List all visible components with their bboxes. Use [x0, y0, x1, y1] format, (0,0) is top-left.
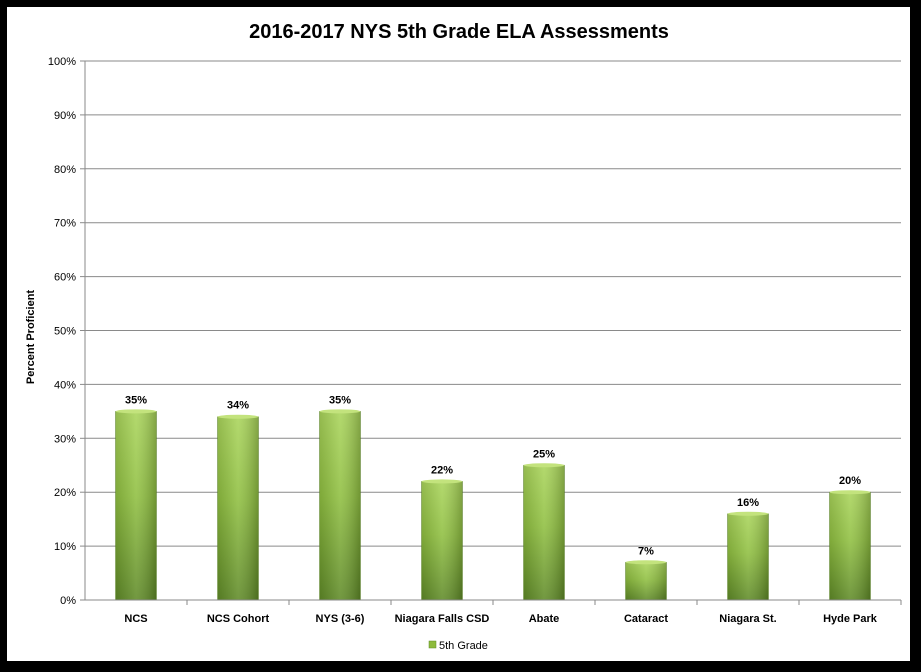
bar-chart: 2016-2017 NYS 5th Grade ELA Assessments …	[25, 21, 902, 652]
data-labels: 35% 34% 35% 22% 25% 7% 16% 20%	[125, 394, 861, 557]
chart-frame: 2016-2017 NYS 5th Grade ELA Assessments …	[7, 7, 910, 661]
bar-shading	[829, 492, 871, 600]
bar-shading	[625, 562, 667, 600]
data-label: 7%	[638, 545, 654, 557]
chart-title: 2016-2017 NYS 5th Grade ELA Assessments	[249, 21, 669, 43]
bar-top	[319, 409, 361, 414]
data-label: 34%	[227, 400, 249, 412]
x-tick-label: NYS (3-6)	[316, 613, 365, 625]
x-tick-label: Niagara Falls CSD	[395, 613, 490, 625]
y-tick-label: 70%	[54, 218, 76, 230]
x-tick-label: Niagara St.	[719, 613, 776, 625]
y-tick-label: 80%	[54, 164, 76, 176]
y-tick-label: 50%	[54, 326, 76, 338]
bars	[115, 409, 871, 601]
data-label: 22%	[431, 464, 453, 476]
x-tick-label: Abate	[529, 613, 560, 625]
legend-swatch	[428, 640, 437, 649]
x-tick-label: Hyde Park	[823, 613, 878, 625]
y-tick-label: 90%	[54, 110, 76, 122]
bar-top	[421, 479, 463, 484]
y-tick-label: 0%	[60, 595, 76, 607]
x-tick-label: NCS Cohort	[207, 613, 270, 625]
y-tick-label: 20%	[54, 487, 76, 499]
data-label: 35%	[125, 394, 147, 406]
legend: 5th Grade	[428, 640, 488, 652]
gridlines	[85, 60, 901, 547]
y-axis-ticks: 0% 10% 20% 30% 40% 50% 60% 70% 80% 90% 100%	[48, 56, 85, 607]
data-label: 25%	[533, 448, 555, 460]
y-tick-label: 60%	[54, 272, 76, 284]
bar-top	[523, 463, 565, 468]
x-axis-categories: NCS NCS Cohort NYS (3-6) Niagara Falls CSD A…	[124, 600, 902, 625]
bar-shading	[421, 481, 463, 600]
bar-top	[727, 511, 769, 516]
data-label: 35%	[329, 394, 351, 406]
y-tick-label: 30%	[54, 433, 76, 445]
bar-shading	[217, 416, 259, 600]
legend-label: 5th Grade	[439, 640, 488, 652]
bar-top	[625, 560, 667, 565]
bar-top	[115, 409, 157, 414]
axes	[84, 61, 901, 601]
y-tick-label: 100%	[48, 56, 76, 68]
y-axis-label: Percent Proficient	[25, 290, 37, 384]
bar-shading	[319, 411, 361, 600]
bar-shading	[115, 411, 157, 600]
y-tick-label: 40%	[54, 379, 76, 391]
bar-top	[829, 490, 871, 495]
bar-top	[217, 414, 259, 419]
x-tick-label: NCS	[124, 613, 147, 625]
bar-shading	[523, 465, 565, 600]
y-tick-label: 10%	[54, 541, 76, 553]
data-label: 20%	[839, 475, 861, 487]
bar-shading	[727, 513, 769, 600]
x-tick-label: Cataract	[624, 613, 668, 625]
data-label: 16%	[737, 497, 759, 509]
